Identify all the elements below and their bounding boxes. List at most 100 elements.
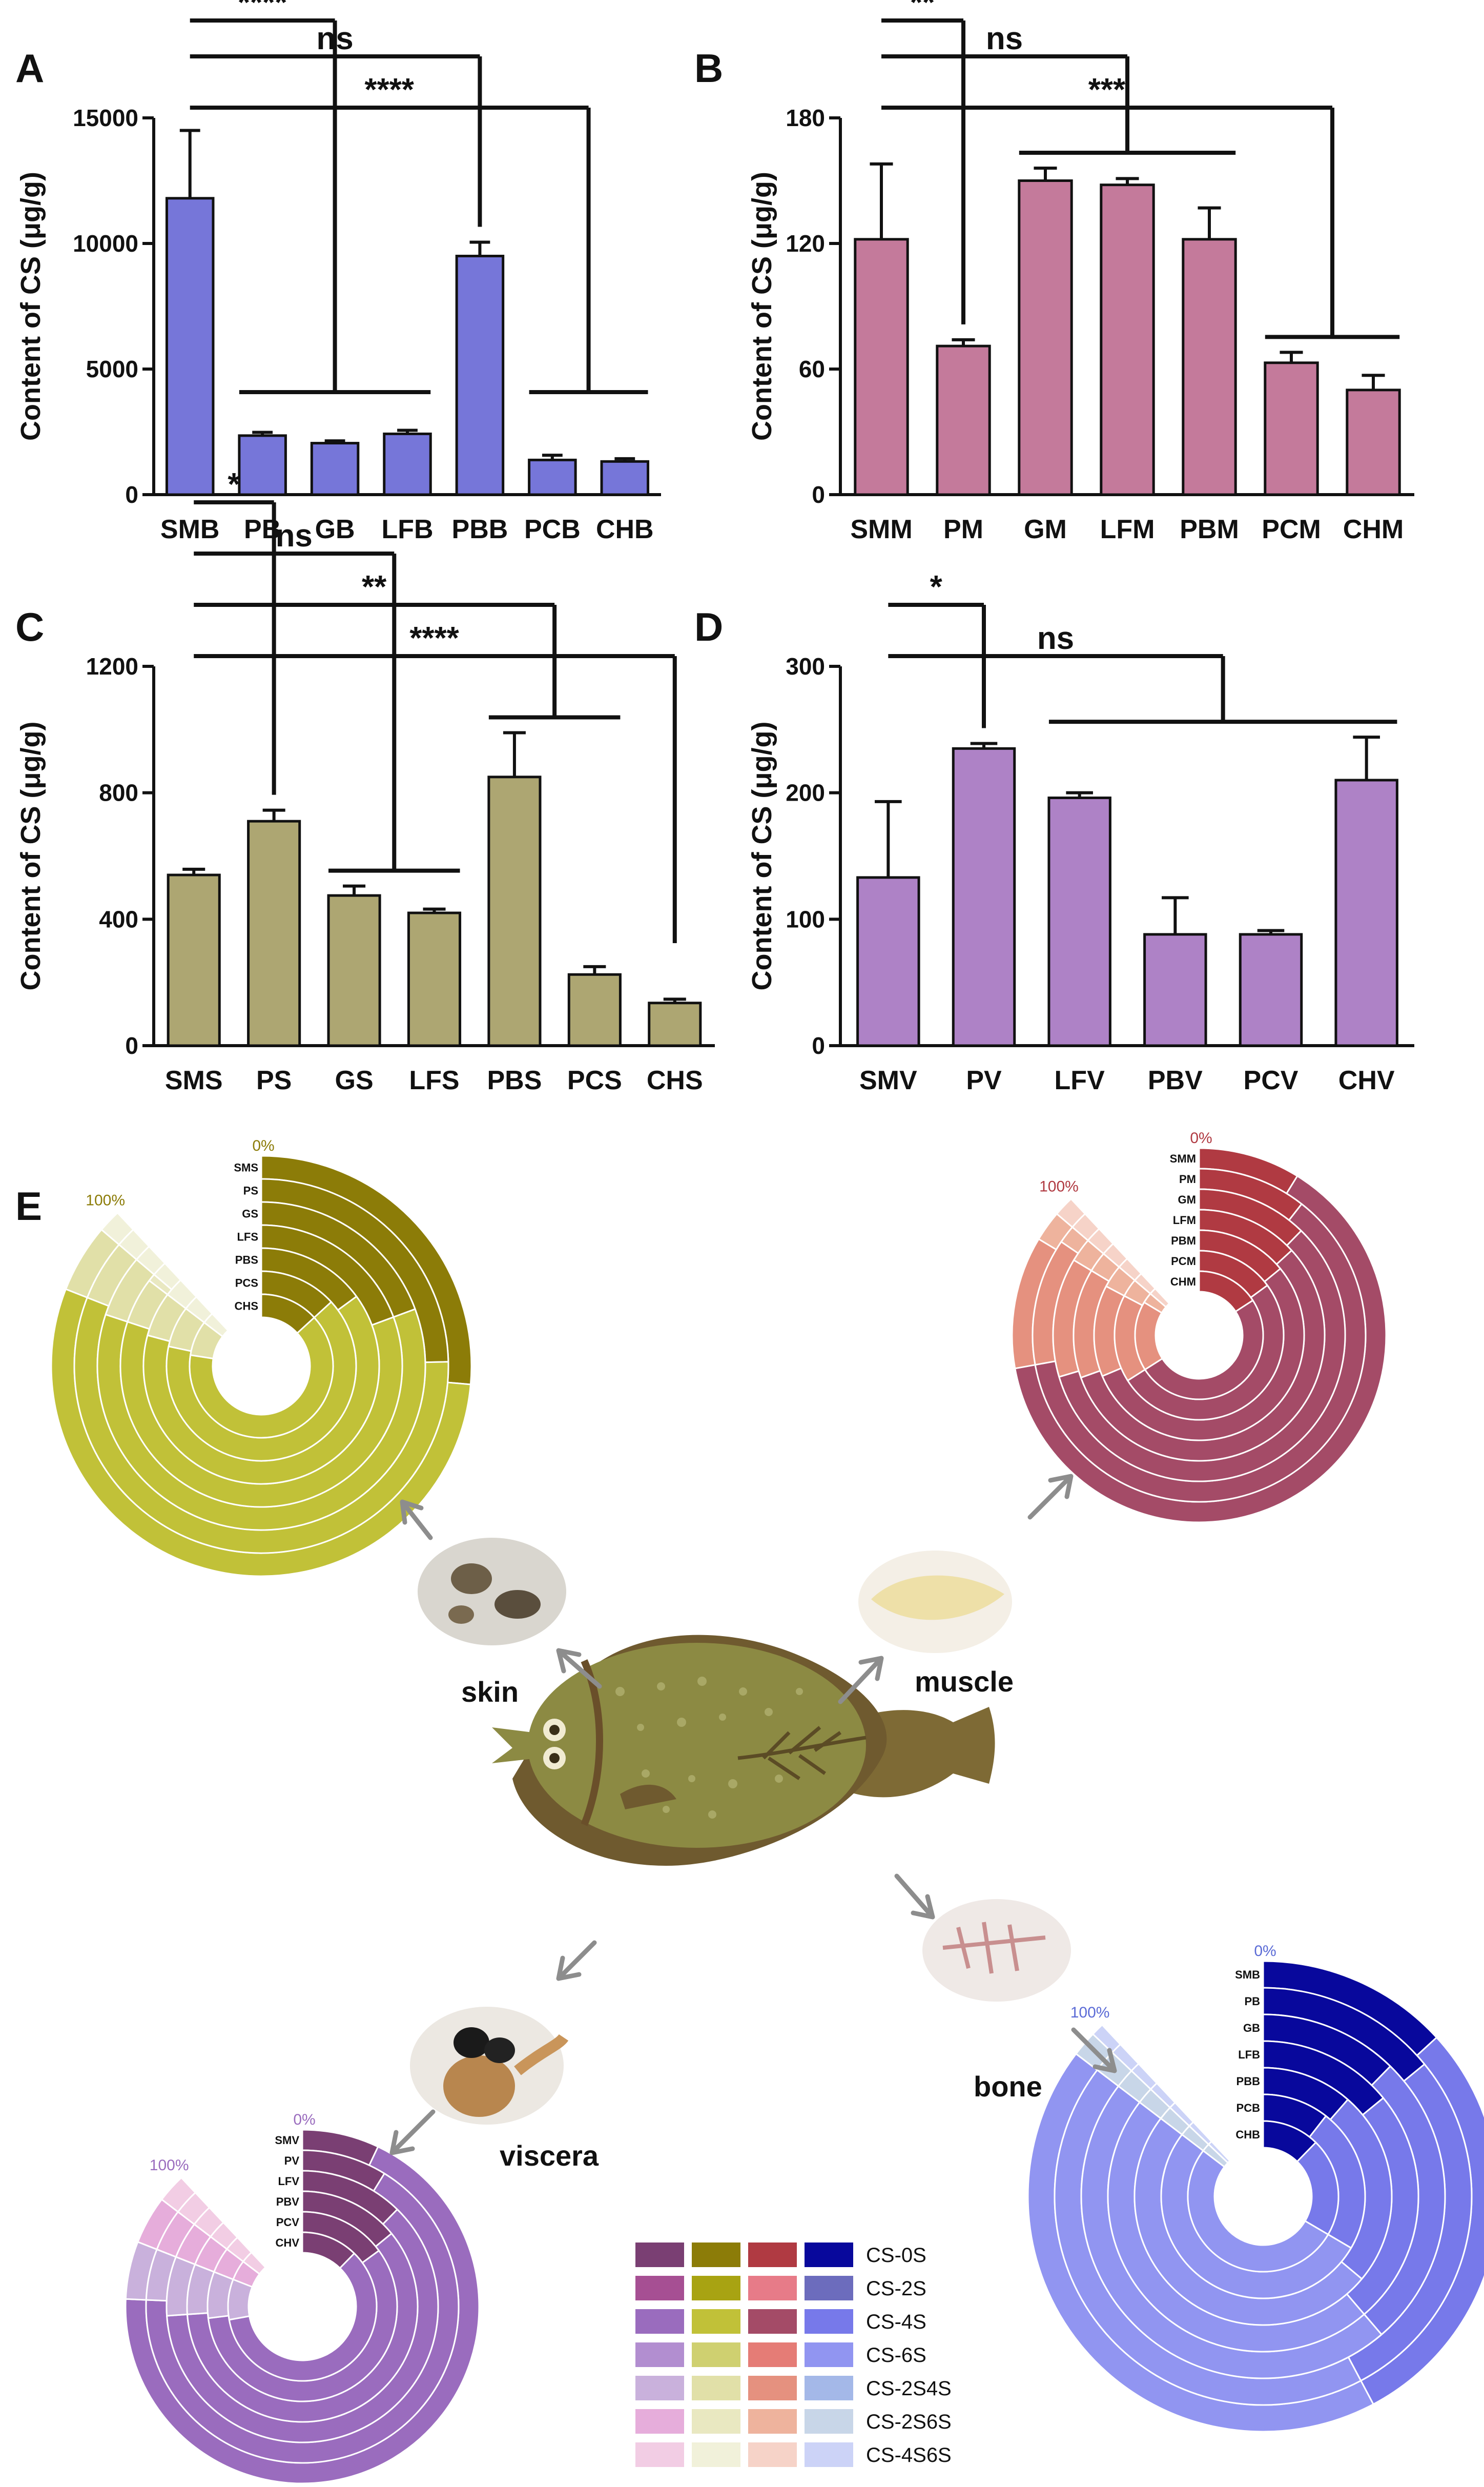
legend-swatch-bone [805, 2342, 853, 2367]
category-label: PCS [567, 1066, 622, 1095]
ring-sample-label: CHV [276, 2236, 300, 2249]
arrow-to-viscera [556, 1940, 597, 1981]
significance-label: * [228, 467, 240, 502]
y-tick-label: 200 [786, 780, 825, 806]
y-tick-label: 15000 [73, 105, 138, 131]
bar-SMM [854, 238, 909, 496]
ring-zero-label: 0% [293, 2111, 315, 2128]
y-tick-label: 0 [812, 481, 825, 508]
ring-full-label: 100% [86, 1192, 125, 1209]
legend-label: CS-4S [866, 2311, 926, 2333]
y-axis-label: Content of CS (μg/g) [747, 722, 777, 991]
significance-label: *** [1088, 72, 1126, 108]
significance-label: ns [986, 21, 1023, 56]
ring-full-label: 100% [1039, 1178, 1079, 1195]
legend-swatch-skin [692, 2342, 740, 2367]
legend-label: CS-2S [866, 2277, 926, 2300]
y-tick-label: 0 [812, 1032, 825, 1059]
category-label: PCM [1262, 515, 1321, 544]
composition-ring-viscera: SMV PV LFV PBV PCV CHV 0% 100% [125, 2111, 480, 2484]
ring-segment-CHV-CS-4S [228, 2252, 378, 2382]
category-label: CHM [1343, 515, 1404, 544]
ring-sample-label: PCS [235, 1277, 258, 1290]
organ-label-skin: skin [461, 1676, 519, 1708]
composition-ring-muscle: SMM PM GM LFM PBM PCM CHM 0% 100% [1011, 1130, 1387, 1523]
significance-label: * [930, 569, 943, 605]
category-label: PBS [487, 1066, 542, 1095]
ring-zero-label: 0% [1254, 1943, 1276, 1960]
bar-chart-muscle: 0 60 120 180 Content of CS (μg/g) SMM PM GM LFM P… [747, 0, 1414, 544]
bar-chart-skin: 0 400 800 1200 Content of CS (μg/g) SMS PS GS LF… [15, 467, 715, 1095]
ring-segment-CHM-CS-2S4S [1134, 1301, 1164, 1371]
flatfish-illustration [492, 1635, 995, 1866]
legend-swatch-viscera [635, 2309, 684, 2334]
category-label: PCV [1244, 1066, 1299, 1095]
fish-body [528, 1643, 866, 1848]
ring-zero-label: 0% [1190, 1130, 1212, 1147]
ring-sample-label: PBV [276, 2195, 300, 2208]
legend-swatch-viscera [635, 2409, 684, 2434]
category-label: GM [1024, 515, 1067, 544]
category-label: SMB [160, 515, 220, 544]
category-label: LFM [1100, 515, 1155, 544]
category-label: CHV [1338, 1066, 1395, 1095]
legend-label: CS-2S4S [866, 2377, 952, 2400]
bar-GM [1018, 179, 1073, 496]
significance-label: ns [316, 21, 353, 56]
y-tick-label: 400 [99, 906, 138, 932]
composition-legend: CS-0S CS-2S CS-4S CS-6S CS-2S4S CS-2S6S CS-4S6… [635, 2243, 952, 2467]
category-label: PCB [524, 515, 581, 544]
bar-PB [238, 434, 287, 496]
bar-GB [310, 442, 360, 496]
category-label: CHB [596, 515, 654, 544]
bar-PCM [1264, 361, 1319, 496]
significance-label: ns [276, 518, 313, 554]
y-tick-label: 100 [786, 906, 825, 932]
bar-PBM [1182, 238, 1237, 496]
ring-sample-label: SMB [1235, 1968, 1260, 1981]
ring-segment-CHS-CS-4S6S [203, 1312, 230, 1338]
bar-SMB [165, 197, 215, 496]
arrow-to-skin [556, 1648, 602, 1689]
y-tick-label: 180 [786, 105, 825, 131]
organ-label-muscle: muscle [915, 1665, 1014, 1698]
ring-sample-label: CHB [1235, 2128, 1260, 2141]
bar-PV [952, 747, 1016, 1047]
panel-letter-a: A [15, 46, 44, 91]
significance-label: ns [1037, 621, 1074, 656]
muscle-photo [858, 1551, 1012, 1653]
legend-swatch-viscera [635, 2276, 684, 2300]
composition-ring-bone: SMB PB GB LFB PBB PCB CHB 0% 100% [1027, 1943, 1484, 2433]
legend-swatch-bone [805, 2442, 853, 2467]
arrow-to-muscle-ring [1027, 1474, 1074, 1520]
category-label: LFV [1055, 1066, 1105, 1095]
y-tick-label: 1200 [86, 653, 138, 680]
category-label: PBV [1148, 1066, 1203, 1095]
arrow-to-bone [894, 1873, 935, 1920]
y-tick-label: 10000 [73, 230, 138, 257]
category-label: LFS [409, 1066, 459, 1095]
ring-sample-label: LFB [1238, 2048, 1260, 2061]
ring-full-label: 100% [1070, 2004, 1110, 2021]
ring-sample-label: PCB [1236, 2102, 1260, 2114]
y-axis-label: Content of CS (μg/g) [15, 172, 46, 441]
ring-sample-label: LFS [237, 1231, 258, 1244]
legend-swatch-muscle [748, 2243, 797, 2267]
ring-zero-label: 0% [252, 1137, 274, 1154]
legend-swatch-skin [692, 2309, 740, 2334]
fish-pectoral-fin [620, 1784, 676, 1809]
y-tick-label: 800 [99, 780, 138, 806]
bar-PBV [1143, 933, 1207, 1047]
legend-swatch-muscle [748, 2276, 797, 2300]
bar-LFV [1047, 797, 1111, 1047]
legend-swatch-muscle [748, 2442, 797, 2467]
category-label: PV [966, 1066, 1002, 1095]
legend-swatch-viscera [635, 2243, 684, 2267]
legend-swatch-bone [805, 2309, 853, 2334]
bone-photo [922, 1899, 1071, 2002]
category-label: GB [315, 515, 355, 544]
y-tick-label: 0 [125, 481, 138, 508]
legend-swatch-viscera [635, 2442, 684, 2467]
legend-swatch-muscle [748, 2376, 797, 2400]
